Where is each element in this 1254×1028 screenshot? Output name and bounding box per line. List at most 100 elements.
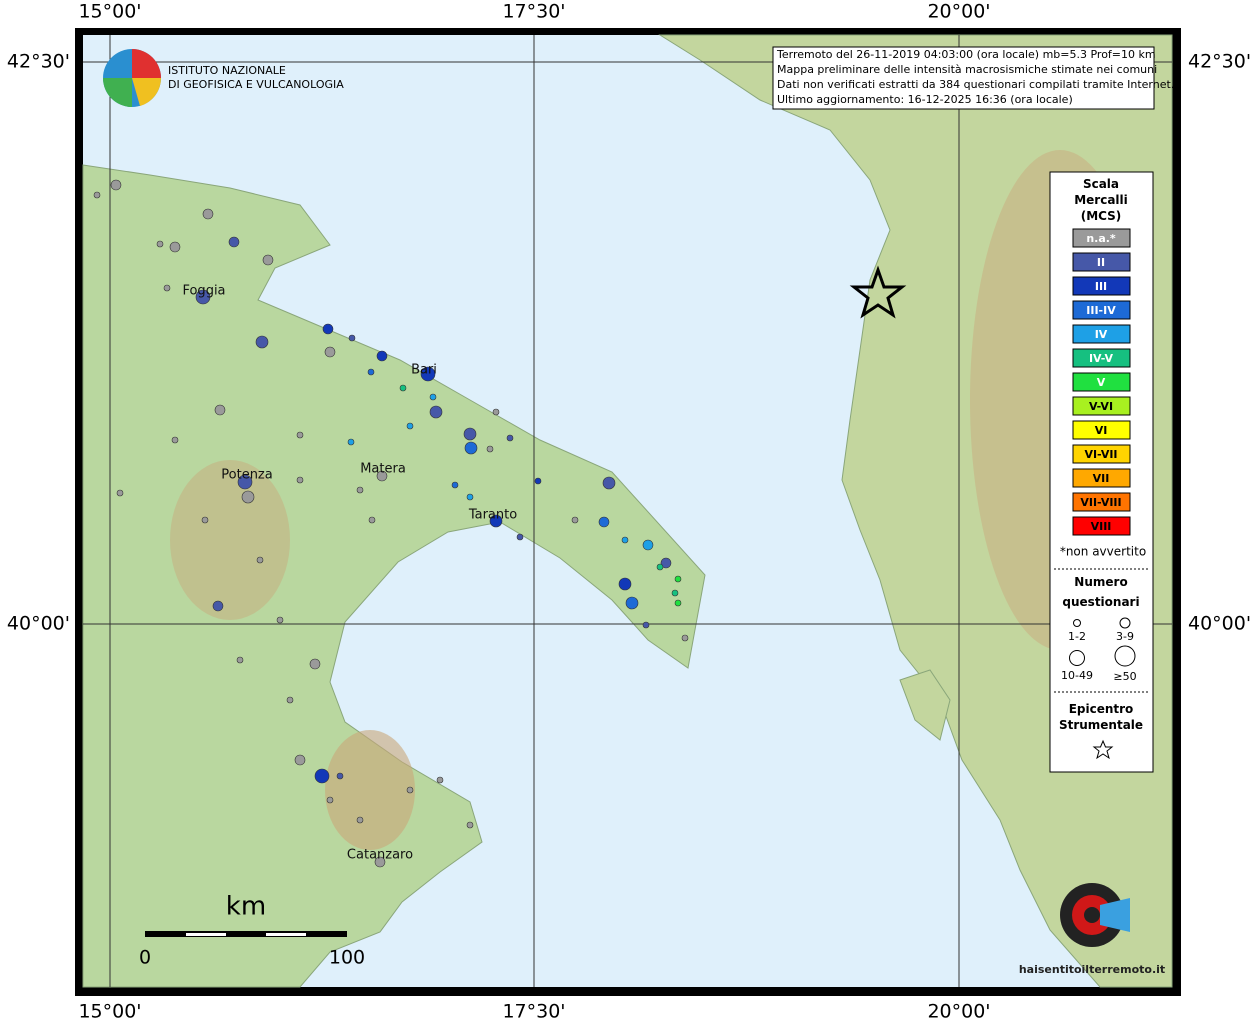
legend-swatch — [1072, 372, 1131, 392]
observation-dot — [406, 422, 414, 430]
italy-land — [82, 164, 706, 988]
observation-dot — [163, 284, 171, 292]
epicenter-title: Epicentro Strumentale — [1059, 702, 1143, 732]
ingv-logo: ISTITUTO NAZIONALE DI GEOFISICA E VULCAN… — [103, 49, 344, 107]
legend-title: Scala Mercalli (MCS) — [1074, 177, 1128, 223]
scale-bar: km 0 100 — [139, 892, 365, 969]
text-line: Scala — [1083, 177, 1119, 191]
observation-dot — [406, 786, 414, 794]
scale-unit: km — [226, 892, 266, 922]
observation-dot — [241, 490, 255, 504]
observation-dot — [171, 436, 179, 444]
observation-dot — [506, 434, 514, 442]
legend-label: V — [1097, 376, 1106, 389]
observations — [93, 179, 689, 868]
observation-dot — [116, 489, 124, 497]
size-title: Numero questionari — [1062, 575, 1139, 609]
observation-dot — [237, 474, 253, 490]
observation-dot — [202, 208, 214, 220]
observation-dot — [571, 516, 579, 524]
info-line: Ultimo aggiornamento: 16-12-2025 16:36 (… — [777, 93, 1073, 106]
text-line: Numero — [1074, 575, 1127, 589]
observation-dot — [486, 445, 494, 453]
observation-dot — [212, 600, 224, 612]
observation-dot — [436, 776, 444, 784]
observation-dot — [195, 289, 211, 305]
size-label: 1-2 — [1068, 630, 1086, 643]
legend-swatch — [1072, 276, 1131, 296]
size-label: 10-49 — [1061, 669, 1093, 682]
logo-globe — [103, 78, 132, 107]
text-line: questionari — [1062, 595, 1139, 609]
legend-swatch — [1072, 300, 1131, 320]
lat-label: 42°30' — [7, 51, 70, 73]
legend-label: III — [1095, 280, 1107, 293]
legend-label: II — [1097, 256, 1105, 269]
observation-dot — [399, 384, 407, 392]
observation-dot — [322, 323, 334, 335]
badge: haisentitoilterremoto.it — [1019, 883, 1165, 976]
text-line: Strumentale — [1059, 718, 1143, 732]
observation-dot — [674, 575, 682, 583]
legend-swatch — [1072, 468, 1131, 488]
relief — [170, 460, 290, 620]
observation-dot — [451, 481, 459, 489]
observation-dot — [336, 772, 344, 780]
observation-dot — [429, 393, 437, 401]
observation-dot — [347, 438, 355, 446]
observation-dot — [156, 240, 164, 248]
lat-label: 40°00' — [7, 613, 70, 635]
observation-dot — [625, 596, 639, 610]
observation-dot — [326, 796, 334, 804]
lon-label: 20°00' — [927, 1001, 990, 1023]
legend-swatch — [1072, 492, 1131, 512]
city-label: Catanzaro — [347, 848, 413, 863]
logo-globe — [132, 78, 162, 106]
legend-label: IV-V — [1089, 352, 1114, 365]
legend: Scala Mercalli (MCS) *non avvertito Numero… — [1049, 171, 1154, 773]
observation-dot — [368, 516, 376, 524]
legend-label: III-IV — [1086, 304, 1116, 317]
legend-label: IV — [1095, 328, 1108, 341]
balkan-land — [658, 34, 1173, 988]
lat-label: 42°30' — [1188, 51, 1251, 73]
observation-dot — [286, 696, 294, 704]
info-box-bg — [772, 46, 1155, 110]
legend-swatch — [1072, 324, 1131, 344]
observation-dot — [534, 477, 542, 485]
observation-dot — [236, 656, 244, 664]
text-line: Epicentro — [1069, 702, 1134, 716]
epicenter — [849, 265, 907, 319]
lon-label: 15°00' — [78, 1001, 141, 1023]
badge-speaker — [1100, 898, 1130, 932]
legend-label: VIII — [1091, 520, 1112, 533]
observation-dot — [618, 577, 632, 591]
observation-dot — [348, 334, 356, 342]
lon-label: 15°00' — [78, 1, 141, 23]
scale-tick: 0 — [139, 947, 151, 969]
lon-label: 17°30' — [502, 1001, 565, 1023]
legend-swatch — [1072, 420, 1131, 440]
observation-dot — [671, 589, 679, 597]
legend-swatch — [1072, 444, 1131, 464]
legend-swatch — [1072, 348, 1131, 368]
legend-label: n.a.* — [1086, 232, 1116, 245]
observation-dot — [169, 241, 181, 253]
observation-dot — [296, 431, 304, 439]
lon-label: 17°30' — [502, 1, 565, 23]
info-line: Mappa preliminare delle intensità macros… — [777, 63, 1157, 76]
observation-dot — [642, 621, 650, 629]
city-label: Bari — [411, 363, 437, 378]
lat-label: 40°00' — [1188, 613, 1251, 635]
observation-dot — [463, 427, 477, 441]
observation-dot — [492, 408, 500, 416]
observation-dot — [314, 768, 330, 784]
scale-bar-bg — [145, 931, 347, 937]
legend-swatch — [1072, 252, 1131, 272]
city-label: Potenza — [221, 468, 272, 483]
size-symbol — [1069, 650, 1085, 666]
size-symbol — [1073, 619, 1081, 627]
observation-dot — [201, 516, 209, 524]
scale-bar-seg — [266, 933, 306, 936]
size-label: 3-9 — [1116, 630, 1134, 643]
